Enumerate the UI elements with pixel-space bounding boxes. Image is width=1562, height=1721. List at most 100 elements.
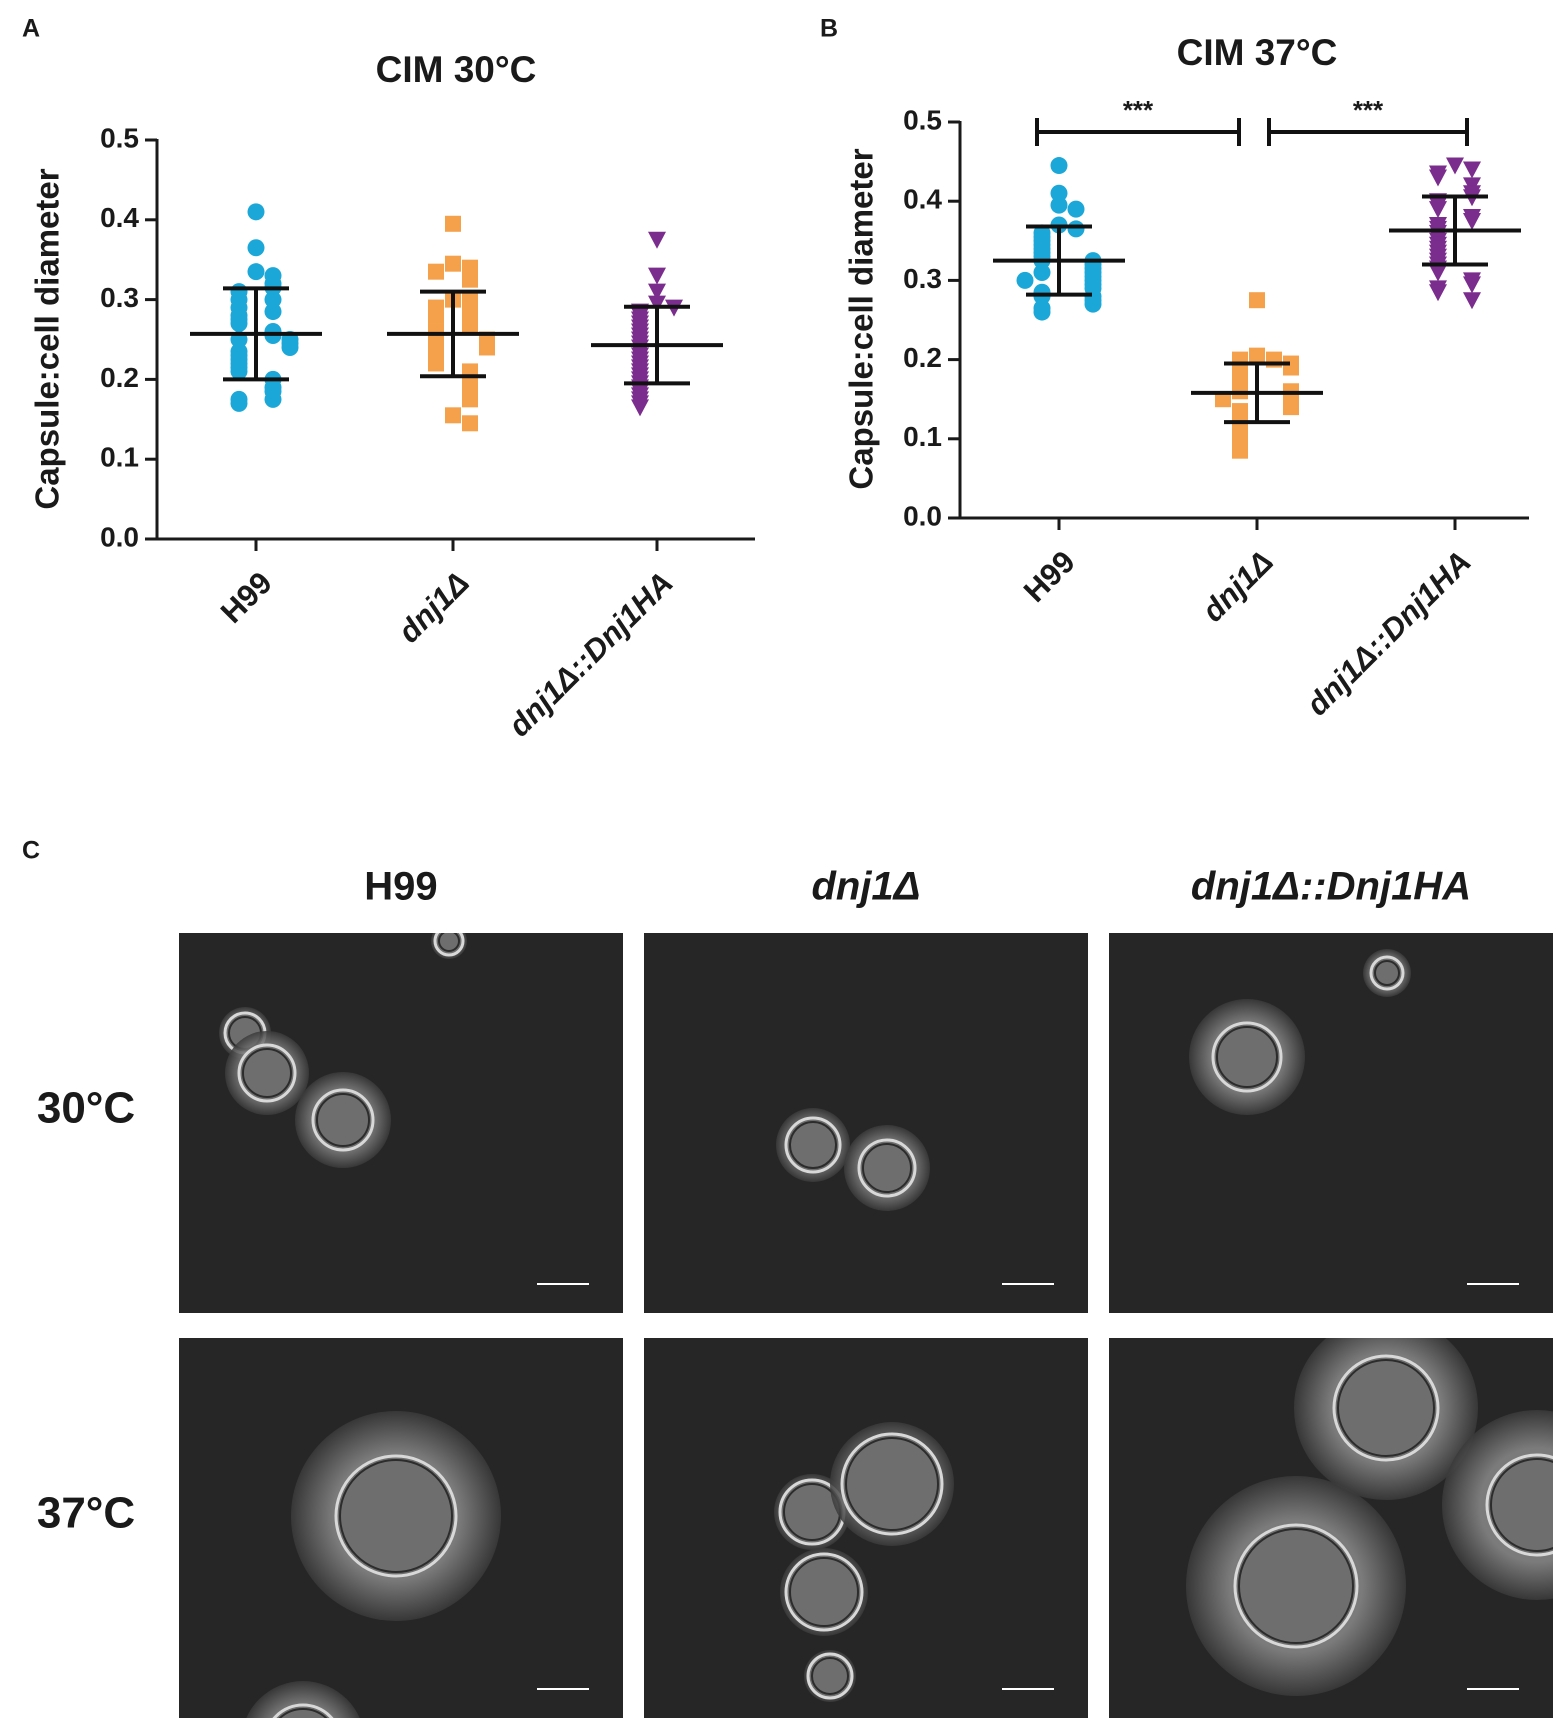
data-point xyxy=(479,339,495,356)
cell xyxy=(1332,1354,1440,1462)
micrograph-bg xyxy=(1109,933,1553,1313)
data-point xyxy=(1429,264,1447,282)
cell-edge xyxy=(316,1093,370,1147)
row-label: 30°C xyxy=(37,1084,135,1133)
micrograph xyxy=(1109,933,1553,1313)
data-point xyxy=(247,203,265,221)
row-label: 37°C xyxy=(37,1489,135,1538)
micrograph xyxy=(179,1338,623,1718)
data-point xyxy=(1033,303,1051,321)
cell-edge xyxy=(1374,960,1400,986)
data-point xyxy=(445,407,461,424)
data-point xyxy=(1249,347,1265,364)
y-tick-label: 0.5 xyxy=(100,122,139,153)
data-point xyxy=(648,283,666,301)
x-tick-label: H99 xyxy=(214,565,279,630)
data-point xyxy=(1446,157,1464,175)
data-point xyxy=(1429,201,1447,219)
chart-title: CIM 37°C xyxy=(1177,32,1338,73)
data-point xyxy=(462,415,478,432)
data-point xyxy=(1232,442,1248,459)
cell-edge xyxy=(1337,1359,1435,1457)
data-point xyxy=(445,255,461,272)
micrograph xyxy=(644,1338,1088,1718)
data-point xyxy=(1463,161,1481,179)
y-tick-label: 0.4 xyxy=(100,202,139,233)
data-point xyxy=(445,215,461,232)
cell-edge xyxy=(789,1557,859,1627)
cell xyxy=(806,1652,854,1700)
x-tick-label: H99 xyxy=(1017,544,1082,609)
y-axis-label: Capsule:cell diameter xyxy=(843,148,880,489)
cell-edge xyxy=(1490,1458,1553,1552)
x-tick-label: dnj1Δ::Dnj1HA xyxy=(501,565,679,743)
cell xyxy=(272,1703,334,1718)
data-point xyxy=(1050,196,1068,214)
cell-edge xyxy=(339,1459,453,1573)
column-header: dnj1Δ::Dnj1HA xyxy=(1191,865,1471,909)
data-point xyxy=(1463,213,1481,230)
cell-edge xyxy=(862,1143,912,1193)
y-tick-label: 0.1 xyxy=(903,421,942,452)
data-point xyxy=(1249,292,1265,309)
column-header: H99 xyxy=(364,865,437,909)
data-point xyxy=(631,399,649,417)
data-point xyxy=(648,267,666,285)
cell xyxy=(311,1088,375,1152)
micrograph xyxy=(644,933,1088,1313)
data-point xyxy=(648,295,666,313)
data-point xyxy=(230,394,248,412)
data-point xyxy=(247,239,265,257)
cell xyxy=(840,1432,944,1536)
cell-edge xyxy=(811,1657,849,1695)
x-tick-label: dnj1Δ::Dnj1HA xyxy=(1299,544,1477,722)
significance-label: *** xyxy=(1353,95,1384,125)
cell-edge xyxy=(1216,1026,1278,1088)
data-point xyxy=(1067,200,1085,218)
cell-edge xyxy=(789,1121,837,1169)
micrograph xyxy=(1109,1338,1553,1718)
data-point xyxy=(1033,263,1051,281)
x-tick-label: dnj1Δ xyxy=(391,565,476,650)
data-point xyxy=(1463,276,1481,294)
cell xyxy=(433,933,465,957)
data-point xyxy=(1215,391,1231,408)
y-tick-label: 0.0 xyxy=(903,500,942,531)
data-point xyxy=(1084,295,1102,313)
chart-title: CIM 30°C xyxy=(376,49,537,90)
y-tick-label: 0.3 xyxy=(903,263,942,294)
data-point xyxy=(428,355,444,372)
panel-label: A xyxy=(22,15,40,43)
y-tick-label: 0.4 xyxy=(903,184,942,215)
cell xyxy=(1233,1523,1359,1649)
data-point xyxy=(1016,271,1034,289)
data-point xyxy=(648,231,666,249)
y-tick-label: 0.1 xyxy=(100,442,139,473)
data-point xyxy=(230,362,248,380)
data-point xyxy=(1050,184,1068,202)
data-point xyxy=(428,307,444,324)
significance-label: *** xyxy=(1123,95,1154,125)
data-point xyxy=(264,390,282,408)
y-tick-label: 0.3 xyxy=(100,282,139,313)
micrograph-bg xyxy=(644,933,1088,1313)
data-point xyxy=(462,319,478,336)
data-point xyxy=(247,263,265,281)
x-tick-label: dnj1Δ xyxy=(1195,544,1280,629)
data-point xyxy=(462,391,478,408)
panel-label: C xyxy=(22,837,40,865)
cell xyxy=(784,1116,842,1174)
data-point xyxy=(230,315,248,333)
cell-edge xyxy=(242,1048,292,1098)
micrograph-bg xyxy=(179,933,623,1313)
y-tick-label: 0.2 xyxy=(100,362,139,393)
cell xyxy=(237,1043,297,1103)
y-axis-label: Capsule:cell diameter xyxy=(29,168,66,509)
cell-edge xyxy=(278,1708,328,1718)
cell xyxy=(857,1138,917,1198)
data-point xyxy=(1429,169,1447,187)
data-point xyxy=(428,263,444,280)
data-point xyxy=(1429,284,1447,302)
data-point xyxy=(281,338,299,356)
